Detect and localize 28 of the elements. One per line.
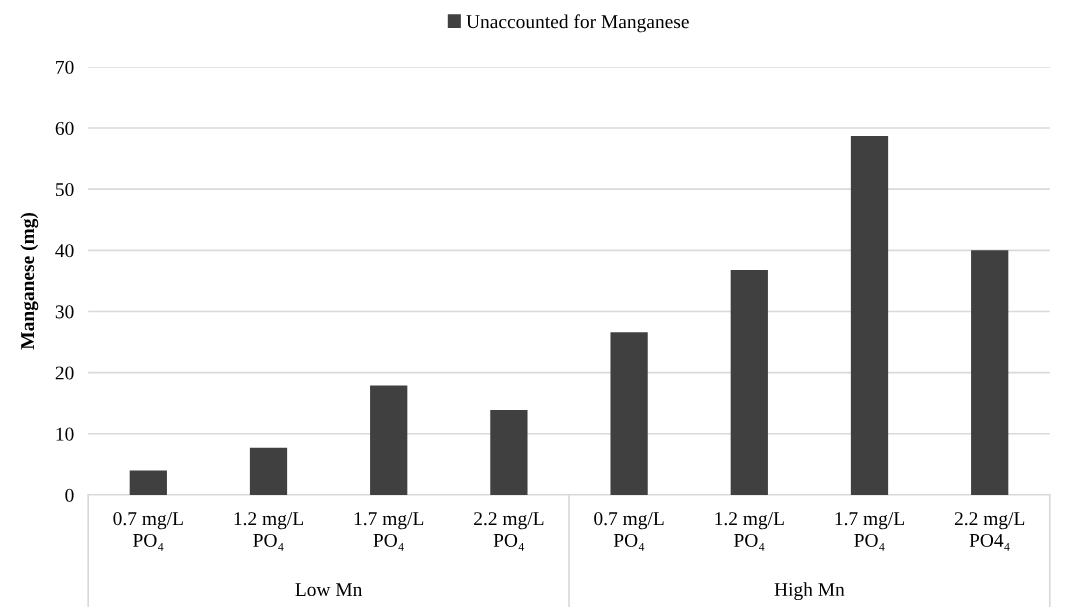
x-tick-label: 0.7 mg/L PO₄	[113, 512, 183, 551]
bar	[249, 447, 288, 495]
x-tick-label: 1.2 mg/L PO₄	[234, 512, 303, 551]
bar	[730, 269, 768, 495]
y-tick-label: 40	[55, 244, 74, 258]
x-tick-label: 1.7 mg/L PO₄	[835, 512, 904, 551]
x-tick-label: 2.2 mg/L PO4₄	[954, 512, 1025, 551]
bar	[129, 470, 167, 495]
x-tick-label: 0.7 mg/L PO₄	[594, 512, 664, 551]
text: High Mn	[774, 582, 845, 601]
x-tick-label: 2.2 mg/L PO₄	[474, 512, 544, 551]
y-tick-label: 60	[55, 121, 74, 135]
text: Low Mn	[295, 583, 363, 597]
x-tick-label: 1.7 mg/L PO₄	[354, 512, 424, 551]
bar	[971, 250, 1009, 495]
y-axis-title: Manganese (mg)	[20, 212, 39, 350]
bar	[490, 409, 528, 495]
y-tick-label: 30	[55, 305, 74, 319]
y-tick-label: 0	[65, 488, 74, 502]
x-tick-label: 1.2 mg/L PO₄	[715, 512, 784, 551]
bar	[850, 135, 889, 495]
y-tick-label: 10	[56, 427, 74, 441]
bar	[370, 385, 408, 495]
bar	[610, 332, 648, 495]
y-tick-label: 20	[55, 366, 74, 380]
y-tick-label: 70	[56, 60, 74, 74]
y-tick-label: 50	[56, 182, 74, 197]
legend-label: Unaccounted for Manganese	[466, 14, 689, 33]
